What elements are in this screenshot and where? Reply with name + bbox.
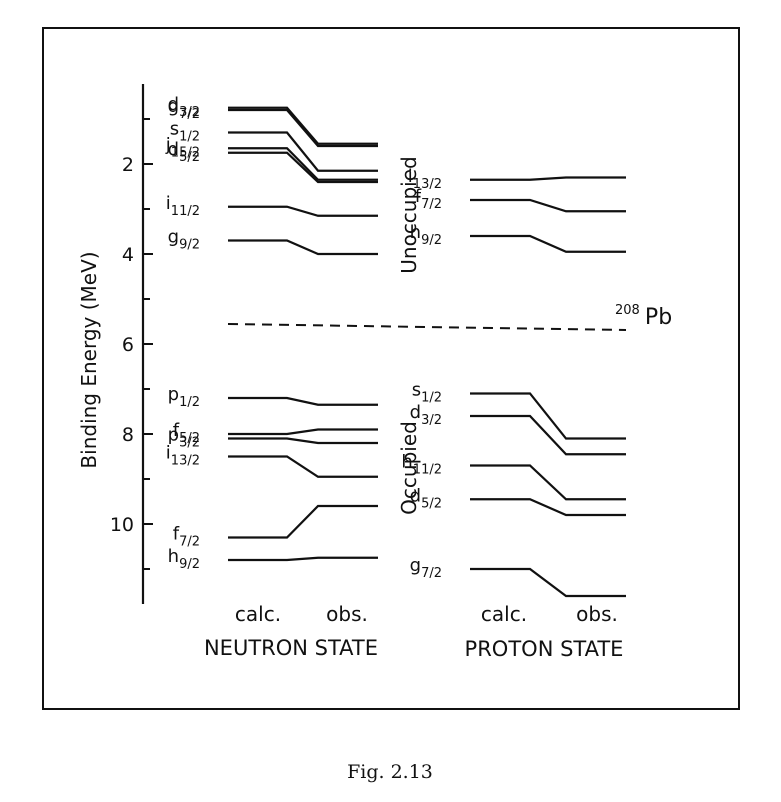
proton-level-line bbox=[470, 176, 626, 181]
neutron-level-line bbox=[228, 108, 378, 148]
axis-tick-label: 10 bbox=[110, 514, 134, 536]
proton-level-line bbox=[470, 567, 626, 598]
proton-level-label: d3/2 bbox=[410, 402, 442, 428]
proton-state-title: PROTON STATE bbox=[465, 637, 624, 661]
proton-level-line bbox=[470, 392, 626, 440]
neutron-level-line bbox=[228, 504, 378, 539]
axis-tick-label: 8 bbox=[122, 424, 134, 446]
proton-level-line bbox=[470, 414, 626, 456]
proton-level-line bbox=[470, 498, 626, 517]
proton-level-label: i13/2 bbox=[408, 166, 442, 192]
axis-tick-label: 2 bbox=[122, 154, 134, 176]
neutron-level-label: d3/2 bbox=[168, 94, 200, 120]
proton-obs-label: obs. bbox=[576, 602, 618, 626]
neutron-level-line bbox=[228, 455, 378, 478]
neutron-level-label: p3/2 bbox=[168, 425, 200, 451]
region-label-occupied: Occupied bbox=[397, 421, 421, 515]
axis-label: Binding Energy (MeV) bbox=[77, 251, 101, 468]
neutron-level-label: g9/2 bbox=[168, 227, 200, 253]
proton-level-label: d5/2 bbox=[410, 485, 442, 511]
neutron-level-label: i11/2 bbox=[166, 193, 200, 219]
neutron-level-line bbox=[228, 428, 378, 436]
neutron-level-label: i13/2 bbox=[166, 443, 200, 469]
neutron-level-line bbox=[228, 556, 378, 562]
neutron-level-line bbox=[228, 437, 378, 445]
neutron-level-label: d5/2 bbox=[168, 139, 200, 165]
nucleus-label: 208 Pb bbox=[615, 299, 672, 330]
region-label-unoccupied: Unoccupied bbox=[397, 156, 421, 273]
proton-level-line bbox=[470, 464, 626, 501]
neutron-level-line bbox=[228, 396, 378, 406]
axis-tick-label: 4 bbox=[122, 244, 134, 266]
neutron-level-line bbox=[228, 151, 378, 184]
neutron-level-label: j15/2 bbox=[165, 134, 200, 160]
proton-level-line bbox=[470, 234, 626, 253]
energy-levels: d3/2g7/2s1/2j15/2d5/2i11/2g9/2p1/2f5/2p3… bbox=[165, 94, 626, 598]
neutron-state-title: NEUTRON STATE bbox=[204, 636, 378, 660]
figure-frame bbox=[42, 27, 740, 710]
neutron-level-label: s1/2 bbox=[170, 119, 200, 145]
neutron-level-line bbox=[228, 106, 378, 145]
proton-level-label: h11/2 bbox=[401, 452, 442, 478]
nucleus-mass: 208 bbox=[615, 303, 640, 318]
neutron-level-label: p1/2 bbox=[168, 384, 200, 410]
nucleus-symbol: Pb bbox=[645, 305, 672, 330]
neutron-level-line bbox=[228, 147, 378, 181]
proton-level-label: f7/2 bbox=[415, 186, 442, 212]
energy-axis: 2 4 6 8 10 bbox=[110, 84, 153, 604]
figure-caption: Fig. 2.13 bbox=[347, 761, 433, 783]
neutron-obs-label: obs. bbox=[326, 602, 368, 626]
fermi-dashed-line bbox=[227, 323, 627, 331]
neutron-level-line bbox=[228, 205, 378, 217]
neutron-level-label: f5/2 bbox=[173, 420, 200, 446]
proton-calc-label: calc. bbox=[481, 602, 527, 626]
neutron-level-label: f7/2 bbox=[173, 524, 200, 550]
neutron-level-line bbox=[228, 131, 378, 172]
neutron-level-line bbox=[228, 239, 378, 256]
proton-level-label: s1/2 bbox=[412, 380, 442, 406]
proton-level-label: g7/2 bbox=[410, 555, 442, 581]
proton-level-label: h9/2 bbox=[410, 222, 442, 248]
neutron-level-label: h9/2 bbox=[168, 546, 200, 572]
neutron-calc-label: calc. bbox=[235, 602, 281, 626]
neutron-level-label: g7/2 bbox=[168, 96, 200, 122]
proton-level-line bbox=[470, 198, 626, 213]
axis-tick-label: 6 bbox=[122, 334, 134, 356]
